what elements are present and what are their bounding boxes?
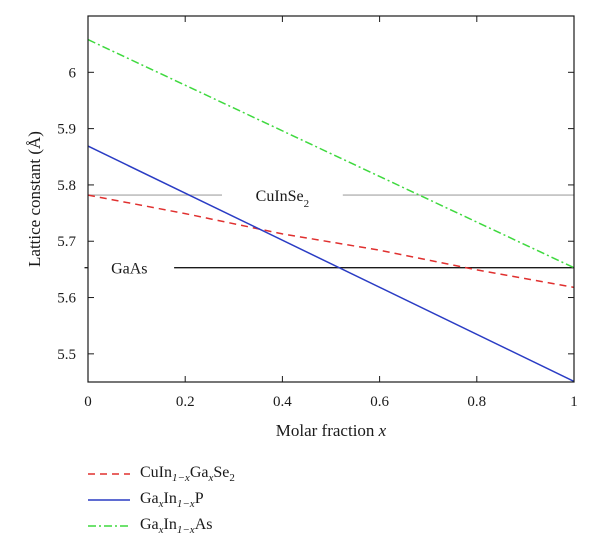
- x-tick-label: 0.4: [273, 394, 292, 410]
- series-line-0: [87, 194, 575, 289]
- legend-swatch-0: [88, 473, 130, 475]
- legend: CuIn1−xGaxSe2 GaxIn1−xP GaxIn1−xAs: [88, 461, 235, 539]
- y-tick-label: 5.5: [57, 347, 76, 363]
- x-axis-label: Molar fraction x: [276, 421, 387, 440]
- reference-line-label-1: GaAs: [111, 261, 147, 278]
- x-tick-label: 1: [570, 394, 578, 410]
- series-lines: [87, 38, 575, 383]
- y-tick-label: 5.7: [57, 234, 76, 250]
- y-tick-label: 5.8: [57, 178, 76, 194]
- tick-labels: 0 0.2 0.4 0.6 0.8 1 5.5 5.6 5.7 5.8 5.9 6: [57, 65, 578, 410]
- legend-swatch-1: [88, 499, 130, 501]
- x-tick-label: 0.6: [370, 394, 389, 410]
- y-axis-label: Lattice constant (Å): [25, 131, 44, 267]
- legend-item-1: GaxIn1−xP: [88, 487, 235, 513]
- y-tick-label: 5.9: [57, 122, 76, 138]
- y-tick-label: 5.6: [57, 291, 76, 307]
- y-tick-label: 6: [69, 65, 77, 81]
- legend-swatch-2: [88, 525, 130, 527]
- reference-lines: CuInSe2 GaAs: [84, 188, 574, 278]
- legend-item-0: CuIn1−xGaxSe2: [88, 461, 235, 487]
- lattice-constant-chart: CuInSe2 GaAs 0 0.2 0.4 0.6 0.8 1 5.5 5.6 5.7 5.8 5.…: [25, 15, 578, 440]
- legend-item-2: GaxIn1−xAs: [88, 513, 235, 539]
- plot-area-frame: [87, 15, 575, 383]
- series-line-1: [87, 145, 575, 383]
- reference-line-label-0: CuInSe2: [256, 188, 310, 210]
- x-tick-label: 0.8: [467, 394, 486, 410]
- axis-ticks: [87, 16, 575, 382]
- x-tick-label: 0: [84, 394, 92, 410]
- legend-label-0: CuIn1−xGaxSe2: [140, 463, 235, 485]
- legend-label-1: GaxIn1−xP: [140, 489, 204, 511]
- legend-label-2: GaxIn1−xAs: [140, 515, 213, 537]
- x-tick-label: 0.2: [176, 394, 195, 410]
- series-line-2: [87, 38, 575, 269]
